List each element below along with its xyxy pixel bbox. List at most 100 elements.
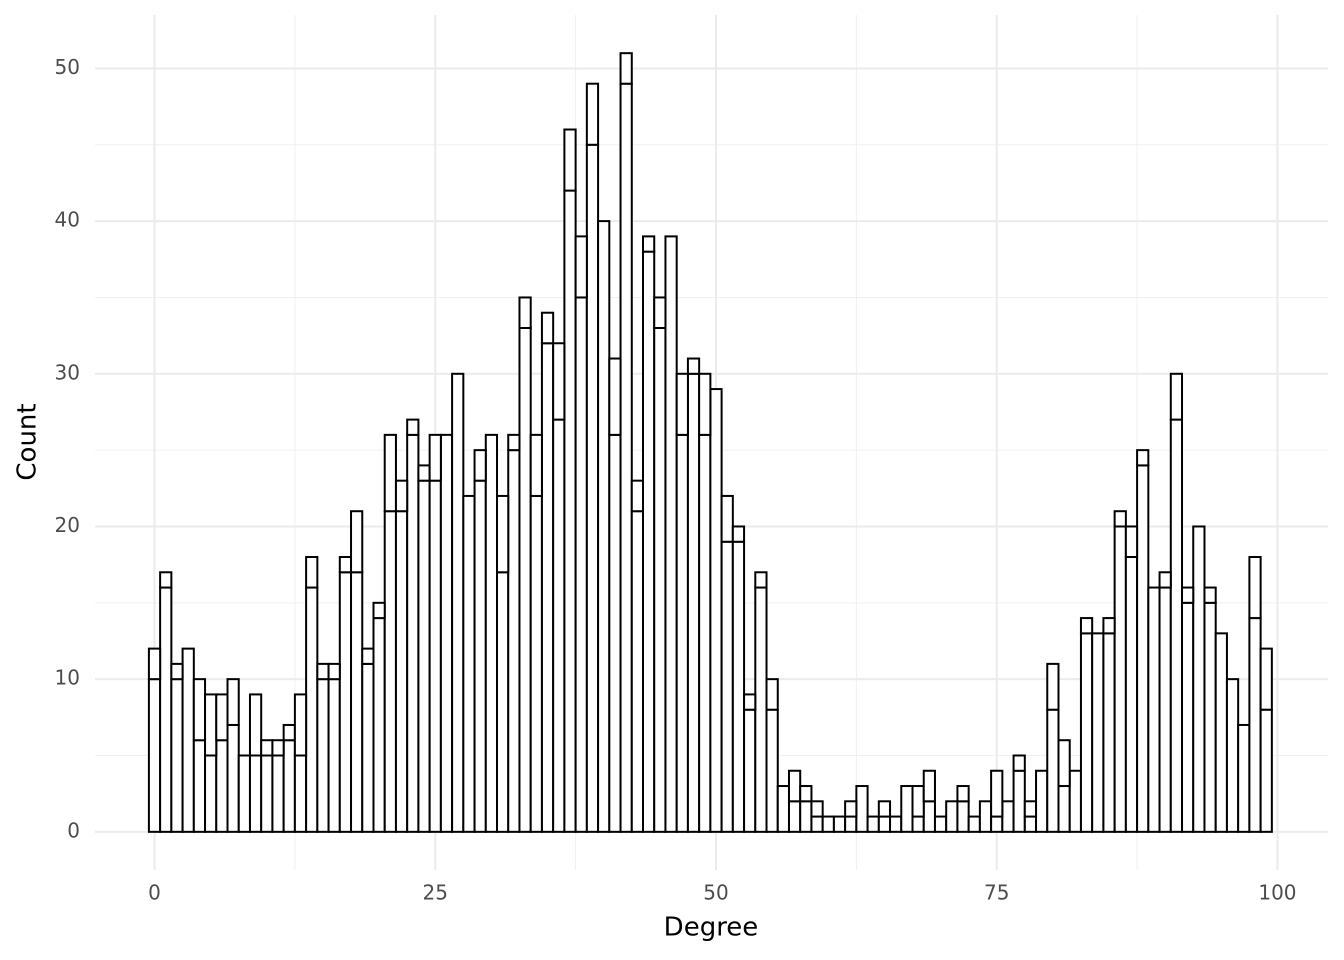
bar [1124,556,1139,833]
bar [787,769,802,803]
bar [361,647,375,665]
bar [608,433,622,833]
bar [473,449,487,482]
x-tick-label: 0 [148,881,161,905]
bar [653,296,667,329]
bar [619,52,633,85]
bar [316,662,330,681]
bar [653,326,667,833]
bar [642,235,656,253]
bar [911,785,925,818]
bar [889,815,903,833]
bar [1102,617,1116,635]
bar [585,82,600,146]
bar [170,678,184,833]
bar [698,372,712,436]
bar [743,708,757,833]
bar [866,815,880,833]
bar [709,388,723,833]
bar [731,540,746,833]
bar [933,815,948,833]
bar [192,739,207,833]
bar [383,433,397,513]
bar [1035,769,1049,833]
y-axis-title: Count [13,403,43,480]
bar [529,494,543,833]
bar [731,525,746,543]
bar [372,617,386,833]
bar [664,235,678,833]
bar [496,494,510,574]
bar [1113,525,1127,833]
bar [1012,769,1026,833]
bar [204,754,218,833]
bar [945,800,959,833]
bar [563,128,577,192]
bar [698,433,712,833]
bar [990,769,1004,818]
bar [170,662,184,681]
bar [630,479,645,513]
bar [754,586,768,833]
bar [1023,800,1038,818]
bar [1001,800,1015,833]
bar [810,815,824,833]
bar [406,433,420,833]
bar [338,556,353,574]
bar [1046,662,1060,711]
bar [496,571,510,833]
bar [1012,754,1026,772]
bar [832,815,847,833]
bar [428,479,442,833]
bar [1136,464,1150,833]
bar [608,357,622,436]
x-axis-title: Degree [664,913,759,943]
bar [1057,785,1071,833]
bar [372,601,386,620]
bar [338,571,353,833]
bar [1079,617,1094,635]
bar [147,678,162,833]
bar [574,296,588,833]
bar [204,693,218,757]
bar [799,785,813,803]
bar [552,418,566,833]
bar [765,678,779,711]
bar [226,678,240,726]
bar [1203,601,1217,833]
bar [552,342,566,421]
bar [540,342,555,833]
bar [394,510,409,833]
bar [282,739,296,833]
bar [260,739,274,757]
y-tick-label: 50 [55,55,80,79]
bar [350,510,364,574]
bar [799,800,813,833]
bar [1023,815,1038,833]
bar [350,571,364,833]
bar [787,800,802,833]
bar [686,372,701,833]
bar [720,540,734,833]
bar [1214,632,1228,833]
bar [1192,525,1206,833]
bar [327,662,341,681]
bar [181,647,195,833]
bar [630,510,645,833]
bar [529,433,543,497]
bar [922,800,936,833]
bar [675,433,689,833]
bar [428,433,442,482]
x-tick-label: 50 [703,881,728,905]
bar [686,357,701,375]
bar [967,815,981,833]
bar [316,678,330,833]
bar [1203,586,1217,604]
bar [159,586,173,833]
bar [1147,586,1161,833]
bar [1068,769,1082,833]
bar [1225,678,1240,833]
bar [540,311,555,345]
bar [383,510,397,833]
y-tick-label: 30 [55,360,80,384]
